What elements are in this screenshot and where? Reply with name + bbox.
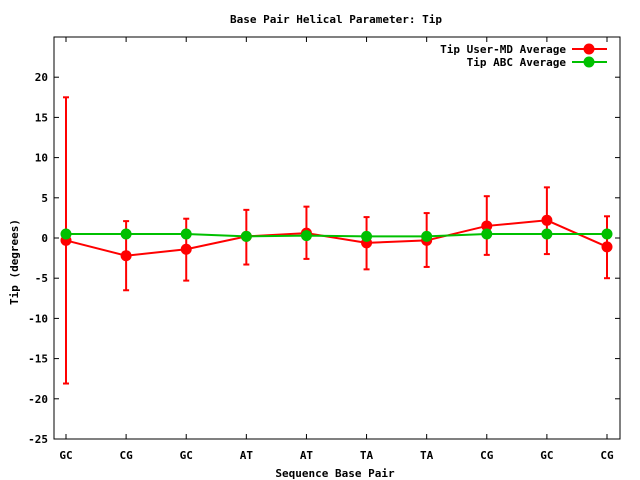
data-point-series-1 <box>60 228 72 240</box>
series-layer <box>60 96 613 385</box>
data-point-series-1 <box>481 228 493 240</box>
x-tick-label: CG <box>480 449 494 462</box>
y-tick-label: 15 <box>35 111 48 124</box>
legend-label: Tip User-MD Average <box>440 43 566 56</box>
y-tick-label: -10 <box>28 312 48 325</box>
data-point-series-0 <box>120 250 132 262</box>
data-point-series-1 <box>541 228 553 240</box>
legend-swatch-marker <box>583 56 595 68</box>
legend-swatch-marker <box>583 43 595 55</box>
x-tick-label: CG <box>119 449 133 462</box>
y-tick-label: -25 <box>28 433 48 446</box>
data-point-series-0 <box>541 214 553 226</box>
data-point-series-1 <box>240 230 252 242</box>
x-tick-label: TA <box>420 449 434 462</box>
data-point-series-1 <box>361 230 373 242</box>
data-point-series-1 <box>421 230 433 242</box>
x-tick-label: GC <box>59 449 72 462</box>
data-point-series-0 <box>180 243 192 255</box>
series-line-0 <box>65 219 608 257</box>
x-axis-label: Sequence Base Pair <box>275 467 395 480</box>
x-tick-label: AT <box>300 449 314 462</box>
y-tick-label: 20 <box>35 71 48 84</box>
x-tick-label: GC <box>540 449 553 462</box>
x-tick-label: GC <box>180 449 193 462</box>
chart-title: Base Pair Helical Parameter: Tip <box>230 13 442 26</box>
x-tick-label: CG <box>600 449 614 462</box>
data-point-series-1 <box>300 230 312 242</box>
data-point-series-0 <box>601 241 613 253</box>
y-tick-label: -15 <box>28 353 48 366</box>
data-point-series-1 <box>180 228 192 240</box>
y-tick-label: 0 <box>41 232 48 245</box>
y-axis-label: Tip (degrees) <box>8 219 21 305</box>
y-tick-label: -20 <box>28 393 48 406</box>
series-line-1 <box>66 232 607 238</box>
data-point-series-0 <box>481 220 493 232</box>
y-tick-label: 10 <box>35 152 48 165</box>
y-axis: -25 -20 -15 -10 -5 0 5 10 15 20 <box>28 71 620 446</box>
y-tick-label: 5 <box>41 192 48 205</box>
x-tick-label: TA <box>360 449 374 462</box>
x-axis: GC CG GC AT AT TA TA CG GC CG <box>59 37 614 462</box>
x-tick-label: AT <box>240 449 254 462</box>
y-tick-label: -5 <box>35 272 48 285</box>
legend-label: Tip ABC Average <box>467 56 567 69</box>
data-point-series-1 <box>601 228 613 240</box>
data-point-series-1 <box>120 228 132 240</box>
